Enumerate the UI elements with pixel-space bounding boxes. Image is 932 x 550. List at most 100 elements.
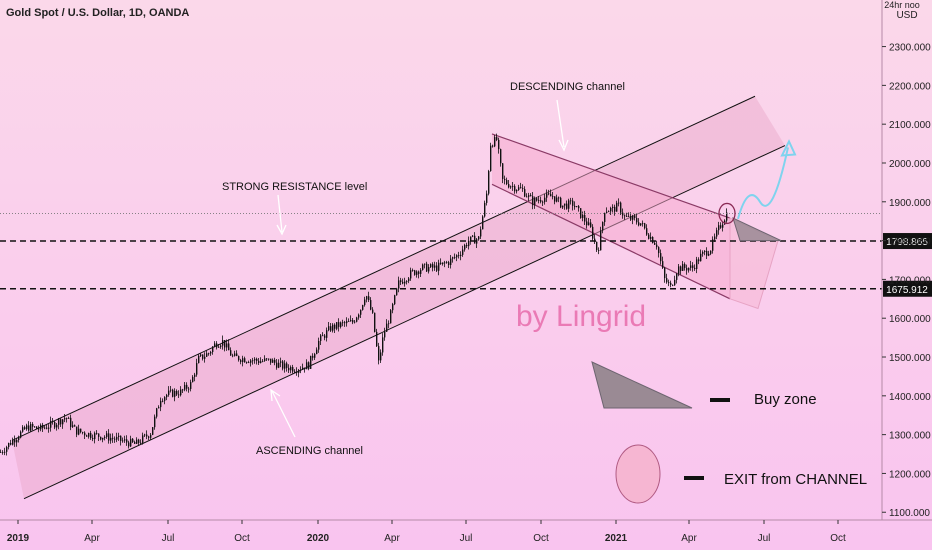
x-tick-label: Apr <box>384 533 400 544</box>
candle-body <box>130 438 132 447</box>
candle-body <box>290 366 292 371</box>
candle-body <box>518 187 520 190</box>
price-candles <box>0 133 728 456</box>
candle-body <box>116 436 118 440</box>
candle-body <box>672 284 674 286</box>
candle-body <box>194 374 196 377</box>
candle-body <box>560 197 562 208</box>
candle-body <box>374 312 376 332</box>
x-tick-label: Jul <box>758 533 771 544</box>
candle-body <box>660 253 662 262</box>
buy-zone-swatch <box>591 361 693 409</box>
candle-body <box>88 433 90 437</box>
candle-body <box>58 419 60 425</box>
candle-body <box>688 267 690 271</box>
candle-body <box>586 221 588 226</box>
price-level-tag-text: 1675.912 <box>886 285 928 296</box>
candle-body <box>438 262 440 271</box>
candle-body <box>16 439 18 443</box>
candle-body <box>154 416 156 428</box>
candle-body <box>346 321 348 324</box>
candle-body <box>702 251 704 254</box>
candle-body <box>268 358 270 360</box>
candle-body <box>284 363 286 369</box>
buy-zone-label: Buy zone <box>754 391 817 408</box>
x-tick-label: 2021 <box>605 533 628 544</box>
candle-body <box>282 361 284 369</box>
candle-body <box>78 428 80 435</box>
candle-body <box>162 400 164 402</box>
candle-body <box>320 335 322 341</box>
candle-body <box>606 211 608 213</box>
candle-body <box>108 433 110 441</box>
candle-body <box>352 320 354 323</box>
candle-body <box>498 139 500 150</box>
candle-body <box>158 407 160 409</box>
candle-body <box>160 400 162 408</box>
candle-body <box>350 320 352 322</box>
price-level-tag-text: 1798.865 <box>886 237 928 248</box>
candle-body <box>2 452 4 453</box>
candle-body <box>638 222 640 226</box>
candle-body <box>14 439 16 443</box>
descending-channel-fill <box>492 133 730 299</box>
candle-body <box>604 212 606 223</box>
candle-body <box>146 434 148 437</box>
candle-body <box>366 296 368 300</box>
candle-body <box>192 376 194 383</box>
candle-body <box>584 215 586 222</box>
candle-body <box>388 323 390 325</box>
candle-body <box>692 265 694 268</box>
candle-body <box>220 345 222 347</box>
candle-body <box>578 206 580 209</box>
candle-body <box>686 267 688 271</box>
candle-body <box>550 194 552 197</box>
candle-body <box>4 451 6 453</box>
candle-body <box>292 366 294 372</box>
candle-body <box>74 425 76 427</box>
candle-body <box>700 253 702 262</box>
symbol-title[interactable]: Gold Spot / U.S. Dollar, 1D, OANDA <box>6 7 189 19</box>
candle-body <box>152 427 154 435</box>
candle-body <box>304 367 306 370</box>
candle-body <box>240 360 242 362</box>
candle-body <box>390 310 392 324</box>
candle-body <box>114 438 116 440</box>
candle-body <box>690 265 692 268</box>
candle-body <box>0 452 2 453</box>
descending-pointer-arrow <box>556 99 569 152</box>
candle-body <box>398 280 400 289</box>
candle-body <box>252 360 254 362</box>
candle-body <box>434 265 436 268</box>
exit-dash <box>684 476 704 480</box>
candle-body <box>532 196 534 206</box>
candle-body <box>556 197 558 202</box>
candle-body <box>514 186 516 192</box>
candle-body <box>442 262 444 265</box>
y-tick-label: 1500.000 <box>889 353 931 364</box>
candle-body <box>174 390 176 397</box>
candle-body <box>338 322 340 327</box>
candle-body <box>124 439 126 441</box>
candle-body <box>170 389 172 391</box>
candle-body <box>610 208 612 212</box>
x-tick-label: Jul <box>162 533 175 544</box>
candle-body <box>458 255 460 256</box>
candle-body <box>580 208 582 218</box>
candle-body <box>208 353 210 355</box>
candle-body <box>436 265 438 271</box>
candle-body <box>20 431 22 438</box>
candle-body <box>406 281 408 282</box>
candle-body <box>238 356 240 361</box>
candle-body <box>378 346 380 361</box>
candle-body <box>132 438 134 443</box>
candle-body <box>254 358 256 361</box>
candle-body <box>620 202 622 213</box>
candle-body <box>280 361 282 363</box>
candle-body <box>190 382 192 389</box>
x-tick-label: Apr <box>681 533 697 544</box>
ascending-channel-upper-line <box>11 95 756 441</box>
candle-body <box>410 270 412 279</box>
candle-body <box>354 321 356 323</box>
